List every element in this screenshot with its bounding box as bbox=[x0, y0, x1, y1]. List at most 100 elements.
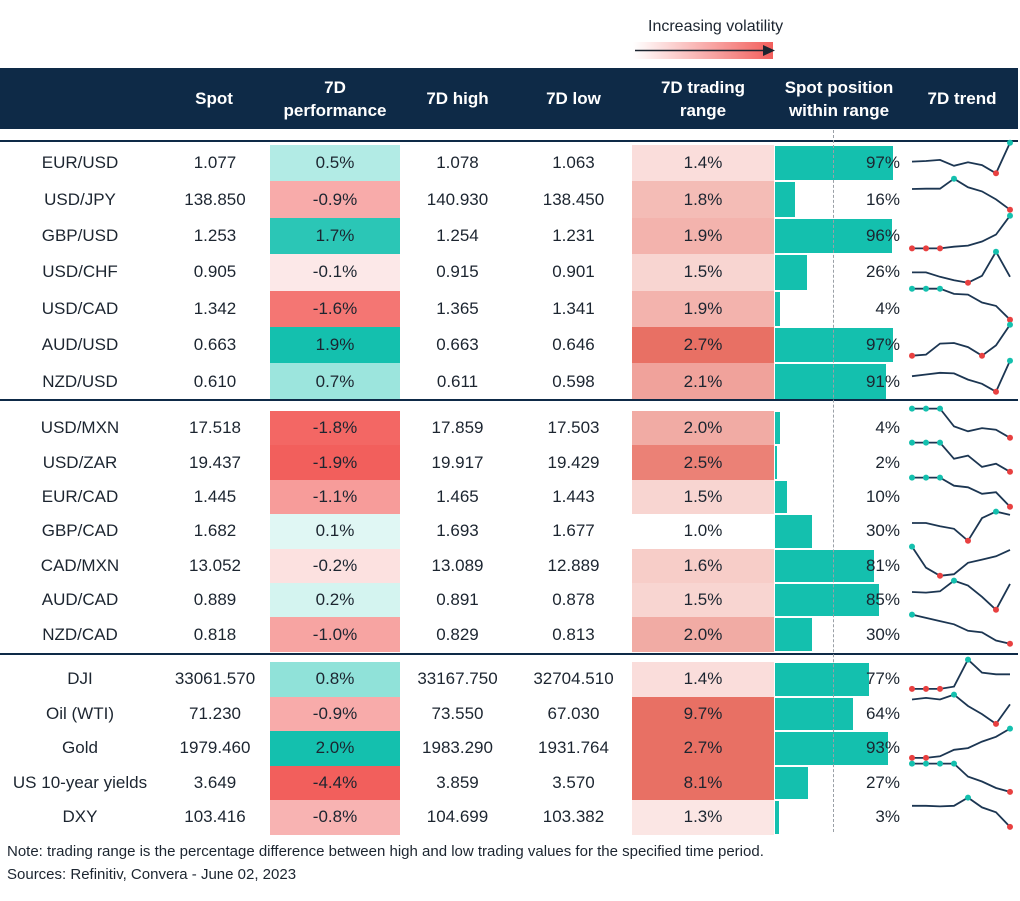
cell-low: 67.030 bbox=[547, 703, 600, 723]
position-bar bbox=[775, 291, 780, 326]
trend-high-marker bbox=[1007, 321, 1013, 328]
cell-high: 104.699 bbox=[426, 807, 489, 827]
trend-sparkline bbox=[909, 611, 1013, 648]
position-bar bbox=[775, 182, 795, 217]
header-spot: Spot bbox=[195, 89, 233, 108]
group-separator bbox=[0, 653, 1018, 655]
cell-range: 1.9% bbox=[632, 290, 774, 327]
trend-line bbox=[912, 658, 1010, 690]
position-bar-cell: 2% bbox=[775, 445, 900, 479]
group-separator bbox=[0, 140, 1018, 142]
position-bar bbox=[775, 146, 894, 181]
cell-low: 1931.764 bbox=[538, 738, 609, 758]
cell-name: USD/CHF bbox=[42, 262, 118, 282]
cell-perf: 1.7% bbox=[270, 217, 400, 255]
cell-name: DJI bbox=[67, 669, 93, 689]
trend-sparkline bbox=[909, 285, 1013, 323]
position-bar bbox=[775, 697, 854, 730]
cell-low: 0.646 bbox=[552, 335, 595, 355]
trend-line bbox=[911, 614, 1011, 646]
trend-high-marker bbox=[951, 691, 957, 698]
trend-line bbox=[912, 762, 1011, 793]
trend-high-marker bbox=[923, 405, 929, 412]
position-bar-cell: 97% bbox=[775, 145, 900, 181]
table-row: NZD/CAD 0.818 -1.0% 0.829 0.813 2.0% 30% bbox=[0, 611, 1018, 652]
cell-spot: 19.437 bbox=[189, 452, 241, 472]
table-row: USD/CHF 0.905 -0.1% 0.915 0.901 1.5% 26% bbox=[0, 248, 1018, 291]
trend-low-marker bbox=[909, 352, 915, 359]
trend-low-marker bbox=[1007, 823, 1013, 830]
cell-high: 13.089 bbox=[431, 555, 484, 575]
trend-sparkline bbox=[911, 139, 1013, 177]
trend-low-marker bbox=[1007, 469, 1013, 476]
position-bar-cell: 30% bbox=[775, 514, 900, 548]
cell-perf: 1.9% bbox=[270, 327, 400, 364]
table-row: EUR/USD 1.077 0.5% 1.078 1.063 1.4% 97% bbox=[0, 139, 1018, 182]
cell-spot: 1979.460 bbox=[179, 738, 251, 758]
trend-low-marker bbox=[1007, 207, 1013, 214]
position-percent: 85% bbox=[865, 590, 900, 610]
trend-high-marker bbox=[937, 285, 943, 292]
table-row: Gold 1979.460 2.0% 1983.290 1931.764 2.7% 93% bbox=[0, 725, 1018, 766]
position-percent: 4% bbox=[875, 298, 900, 318]
cell-name: EUR/USD bbox=[41, 153, 119, 173]
table-row: AUD/CAD 0.889 0.2% 0.891 0.878 1.5% 85% bbox=[0, 577, 1018, 618]
position-bar bbox=[775, 364, 887, 399]
cell-low: 1.677 bbox=[552, 521, 595, 541]
position-bar bbox=[775, 515, 812, 548]
table-row: US 10-year yields 3.649 -4.4% 3.859 3.570 8.1… bbox=[0, 760, 1018, 801]
cell-name: US 10-year yields bbox=[12, 772, 148, 792]
trend-sparkline bbox=[909, 212, 1013, 252]
table-row: EUR/CAD 1.445 -1.1% 1.465 1.443 1.5% 10% bbox=[0, 474, 1018, 515]
trend-high-marker bbox=[951, 760, 957, 767]
trend-low-marker bbox=[993, 389, 999, 396]
cell-name: DXY bbox=[62, 807, 98, 827]
cell-high: 0.915 bbox=[436, 262, 479, 282]
trend-sparkline bbox=[909, 725, 1013, 761]
table-row: USD/ZAR 19.437 -1.9% 19.917 19.429 2.5% 2% bbox=[0, 439, 1018, 480]
header-range: 7D trading range bbox=[632, 68, 774, 129]
header-position: Spot position within range bbox=[775, 68, 903, 129]
trend-high-marker bbox=[923, 285, 929, 292]
position-bar bbox=[775, 480, 788, 514]
cell-high: 73.550 bbox=[431, 703, 484, 723]
table-row: GBP/USD 1.253 1.7% 1.254 1.231 1.9% 96% bbox=[0, 212, 1018, 255]
trend-high-marker bbox=[993, 248, 999, 255]
trend-line bbox=[912, 476, 1011, 508]
cell-perf: 0.1% bbox=[270, 514, 400, 549]
position-percent: 93% bbox=[865, 738, 900, 758]
trend-low-marker bbox=[909, 685, 915, 692]
position-bar-cell: 27% bbox=[775, 766, 900, 801]
trend-line bbox=[911, 360, 1011, 394]
trend-high-marker bbox=[909, 439, 915, 446]
position-percent: 81% bbox=[865, 555, 900, 575]
cell-spot: 3.649 bbox=[193, 772, 237, 792]
trend-sparkline bbox=[911, 176, 1013, 214]
cell-perf: -0.9% bbox=[270, 696, 400, 731]
cell-range: 1.3% bbox=[632, 800, 774, 835]
cell-low: 3.570 bbox=[552, 772, 595, 792]
cell-spot: 103.416 bbox=[184, 807, 246, 827]
trend-high-marker bbox=[1007, 212, 1013, 219]
trend-low-marker bbox=[937, 572, 943, 579]
position-bar-cell: 64% bbox=[775, 697, 900, 732]
header-performance: 7D performance bbox=[270, 68, 400, 129]
position-percent: 97% bbox=[865, 335, 900, 355]
position-bar-cell: 26% bbox=[775, 254, 900, 290]
cell-name: USD/ZAR bbox=[42, 452, 118, 472]
cell-spot: 0.610 bbox=[193, 371, 237, 391]
position-bar bbox=[775, 255, 807, 290]
trend-high-marker bbox=[923, 760, 929, 767]
volatility-legend-label: Increasing volatility bbox=[648, 18, 784, 35]
trend-low-marker bbox=[1007, 316, 1013, 323]
trend-low-marker bbox=[909, 245, 915, 252]
cell-high: 33167.750 bbox=[417, 669, 498, 689]
trend-low-marker bbox=[937, 685, 943, 692]
trend-high-marker bbox=[937, 760, 943, 767]
cell-range: 2.7% bbox=[632, 327, 774, 364]
header-range-line2: range bbox=[679, 100, 727, 120]
cell-name: GBP/USD bbox=[41, 225, 119, 245]
trend-high-marker bbox=[951, 176, 957, 183]
cell-spot: 1.342 bbox=[193, 298, 237, 318]
position-bar bbox=[775, 328, 894, 363]
